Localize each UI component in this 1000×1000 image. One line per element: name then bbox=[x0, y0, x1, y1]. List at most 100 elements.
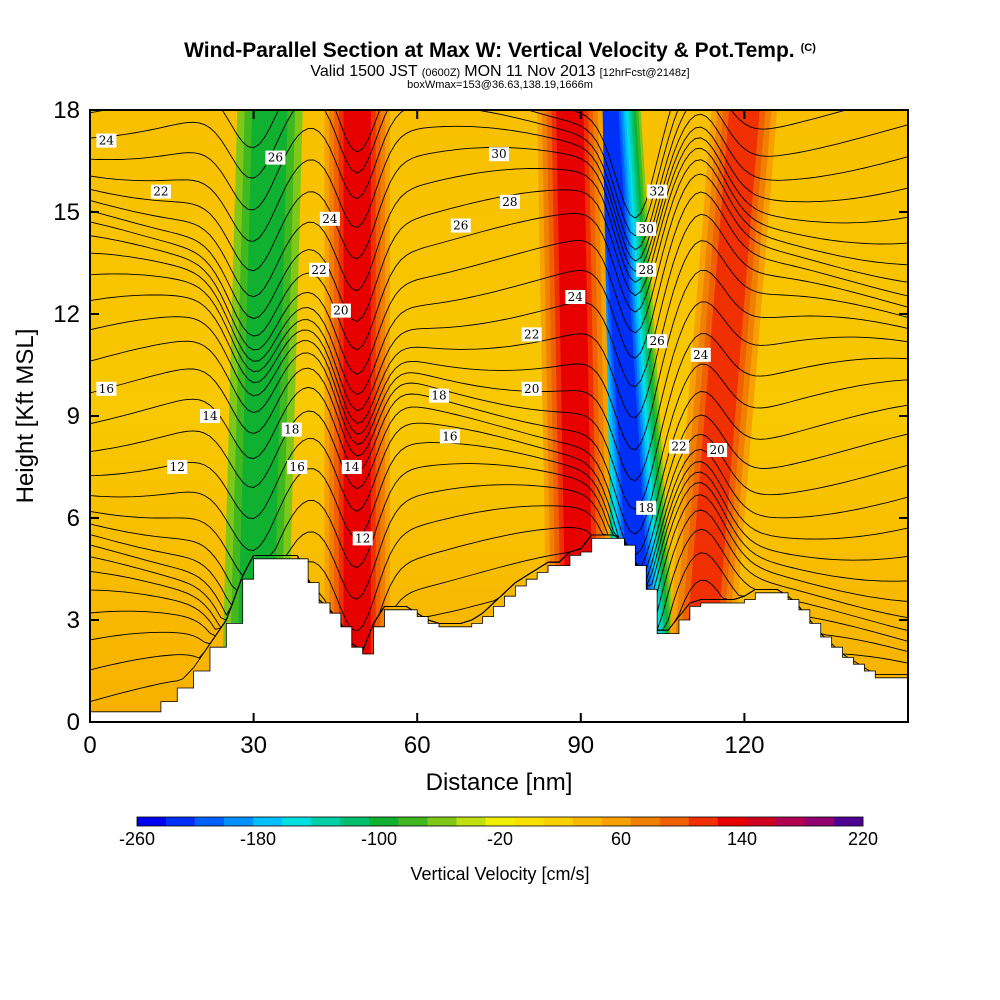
colorbar-tick-label: 140 bbox=[727, 829, 757, 849]
colorbar-swatch bbox=[543, 817, 573, 826]
theta-contour-line-17 bbox=[90, 269, 908, 451]
colorbar-swatch bbox=[195, 817, 225, 826]
colorbar-swatch bbox=[369, 817, 399, 826]
x-tick-label: 30 bbox=[240, 732, 267, 759]
theta-contour-line-12 bbox=[90, 414, 908, 568]
contour-label-22-3: 22 bbox=[669, 439, 689, 454]
contour-label-28-0: 28 bbox=[499, 194, 520, 209]
theta-contour-line-23 bbox=[90, 147, 908, 323]
colorbar-swatch bbox=[340, 817, 370, 826]
x-axis-ticks: 0 30 60 90 120 bbox=[83, 110, 764, 759]
colorbar-swatch bbox=[717, 817, 748, 826]
contour-label-text: 16 bbox=[99, 382, 114, 396]
contour-label-text: 24 bbox=[693, 348, 709, 362]
contour-label-20-2: 20 bbox=[707, 443, 728, 457]
plot-field: 12 12 14 14 16 16 16 18 18 18 20 20 20 22 22 22 22 24 24 24… bbox=[90, 110, 908, 722]
colorbar-swatch bbox=[427, 817, 457, 826]
y-tick-label: 0 bbox=[67, 709, 80, 736]
colorbar-swatch bbox=[137, 817, 167, 826]
contour-label-24-0: 24 bbox=[96, 133, 117, 148]
box-wmax-note: boxWmax=153@36.63,138.19,1666m bbox=[407, 79, 593, 91]
theta-contour-line-13 bbox=[90, 390, 908, 556]
y-tick-label: 9 bbox=[67, 403, 80, 430]
contour-label-text: 26 bbox=[649, 334, 664, 348]
theta-contour-line-24 bbox=[90, 137, 908, 298]
contour-label-text: 26 bbox=[268, 151, 283, 165]
colorbar-swatch bbox=[746, 817, 777, 826]
contour-label-text: 22 bbox=[524, 327, 539, 341]
contour-label-text: 28 bbox=[639, 263, 654, 277]
contour-label-text: 22 bbox=[311, 263, 326, 277]
theta-contour-line-8 bbox=[90, 471, 908, 632]
colorbar-swatch bbox=[166, 817, 196, 826]
contour-labels: 12 12 14 14 16 16 16 18 18 18 20 20 20 22 22 22 22 24 24 24… bbox=[96, 133, 728, 546]
contour-label-14-1: 14 bbox=[341, 460, 362, 474]
contour-label-text: 14 bbox=[202, 409, 218, 423]
contour-label-12-0: 12 bbox=[167, 460, 188, 474]
y-tick-label: 18 bbox=[53, 97, 80, 124]
contour-label-text: 16 bbox=[290, 460, 305, 474]
colorbar-swatch bbox=[456, 817, 486, 826]
contour-label-text: 22 bbox=[671, 440, 686, 454]
contour-label-20-1: 20 bbox=[521, 381, 542, 396]
velocity-bands bbox=[220, 110, 778, 722]
theta-contour-line-20 bbox=[90, 191, 908, 396]
contour-label-28-1: 28 bbox=[636, 262, 657, 277]
theta-contour-line-16 bbox=[90, 301, 908, 482]
theta-contour-line-15 bbox=[90, 333, 908, 510]
y-axis-label: Height [Kft MSL] bbox=[12, 329, 39, 504]
contour-label-24-3: 24 bbox=[690, 347, 711, 362]
contour-label-14-0: 14 bbox=[200, 409, 220, 423]
contour-label-text: 22 bbox=[153, 185, 168, 199]
colorbar-swatch bbox=[659, 817, 690, 826]
theta-contour-line-11 bbox=[90, 433, 908, 575]
colorbar-swatch bbox=[833, 817, 864, 826]
colorbar-tick-label: -100 bbox=[361, 829, 397, 849]
colorbar-swatch bbox=[485, 817, 515, 826]
contour-label-16-1: 16 bbox=[287, 460, 308, 474]
colorbar-swatch bbox=[282, 817, 312, 826]
colorbar-tick-label: 60 bbox=[611, 829, 631, 849]
contour-label-26-0: 26 bbox=[265, 150, 286, 165]
colorbar-title: Vertical Velocity [cm/s] bbox=[410, 864, 589, 884]
colorbar: -260 -180 -100 -20 60 140 220 bbox=[119, 816, 878, 849]
theta-contour-line-7 bbox=[90, 482, 908, 652]
contour-label-12-1: 12 bbox=[352, 531, 373, 546]
contour-label-24-2: 24 bbox=[565, 290, 586, 304]
x-tick-label: 0 bbox=[83, 732, 96, 759]
contour-label-30-1: 30 bbox=[636, 222, 657, 236]
colorbar-swatch bbox=[572, 817, 602, 826]
y-tick-label: 15 bbox=[53, 199, 80, 226]
valid-time: Valid 1500 JST (0600Z) MON 11 Nov 2013 [12h… bbox=[310, 63, 689, 80]
terrain bbox=[90, 538, 908, 722]
x-tick-label: 60 bbox=[404, 732, 431, 759]
contour-label-18-0: 18 bbox=[281, 422, 302, 437]
theta-contour-line-28 bbox=[90, 110, 848, 237]
velocity-band-4-level-3 bbox=[680, 110, 760, 722]
contour-label-text: 18 bbox=[284, 423, 299, 437]
contour-label-26-1: 26 bbox=[450, 218, 471, 233]
x-axis-label: Distance [nm] bbox=[426, 769, 573, 796]
contour-label-22-1: 22 bbox=[309, 262, 329, 277]
contour-label-22-2: 22 bbox=[521, 327, 542, 342]
contour-label-text: 20 bbox=[524, 382, 539, 396]
contour-label-text: 30 bbox=[491, 147, 506, 161]
y-tick-label: 12 bbox=[53, 301, 80, 328]
contour-label-text: 18 bbox=[431, 389, 446, 403]
y-tick-label: 3 bbox=[67, 607, 80, 634]
contour-label-text: 14 bbox=[344, 460, 360, 474]
colorbar-tick-label: -260 bbox=[119, 829, 155, 849]
colorbar-swatch bbox=[601, 817, 631, 826]
theta-contour-line-18 bbox=[90, 240, 908, 425]
contour-label-text: 20 bbox=[333, 304, 348, 318]
contour-label-text: 20 bbox=[709, 443, 724, 457]
contour-label-16-0: 16 bbox=[96, 381, 117, 396]
contour-label-30-0: 30 bbox=[489, 147, 509, 162]
contour-label-text: 30 bbox=[639, 222, 654, 236]
colorbar-swatch bbox=[804, 817, 835, 826]
velocity-band-1-level-4 bbox=[343, 110, 371, 722]
colorbar-tick-label: 220 bbox=[848, 829, 878, 849]
theta-contour-line-22 bbox=[90, 159, 908, 351]
contour-label-20-0: 20 bbox=[330, 303, 351, 318]
